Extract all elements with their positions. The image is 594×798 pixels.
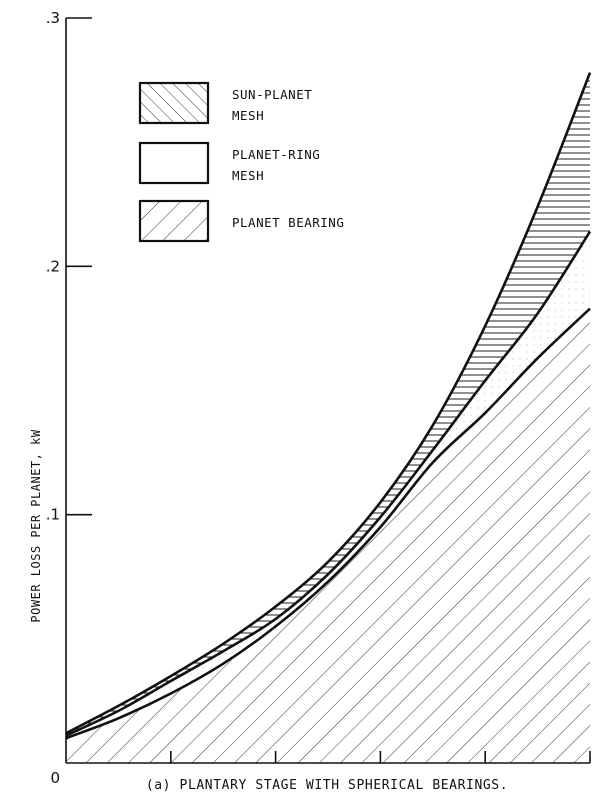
y-tick-label: .3 — [46, 9, 60, 27]
y-tick-label: .1 — [46, 506, 60, 524]
axes — [65, 18, 590, 764]
series-curves — [66, 72, 592, 740]
legend-label-line2: MESH — [232, 168, 264, 183]
chart-caption: (a) PLANTARY STAGE WITH SPHERICAL BEARIN… — [146, 778, 508, 793]
legend-label: PLANET-RING — [232, 147, 320, 162]
y-axis-label: POWER LOSS PER PLANET, kW — [29, 429, 43, 622]
series-areas — [66, 72, 590, 763]
y-ticks: 0 .1 .2 .3 — [46, 9, 92, 787]
band-planet-bearing — [66, 308, 590, 763]
legend-swatch — [138, 81, 210, 125]
legend-label-line2: MESH — [232, 108, 264, 123]
curve-sun-planet-mesh — [66, 72, 592, 735]
legend-label: PLANET BEARING — [232, 215, 344, 230]
legend-swatch — [138, 141, 210, 185]
curve-planet-bearing — [66, 307, 591, 740]
y-tick-label: .2 — [46, 257, 60, 275]
y-tick-label: 0 — [50, 769, 60, 787]
legend-label: SUN-PLANET — [232, 87, 312, 102]
legend-swatch — [138, 199, 210, 243]
x-ticks — [170, 751, 591, 763]
curve-planet-ring-mesh — [66, 230, 592, 737]
legend: SUN-PLANET MESH PLANET-RING MESH PLANET BEAR… — [138, 81, 344, 243]
